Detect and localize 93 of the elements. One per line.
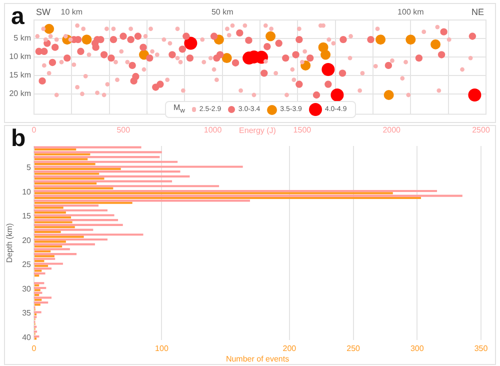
x-tick-label: 300 bbox=[410, 344, 424, 354]
x-tick-label: 10 km bbox=[60, 7, 83, 16]
y-tick-label: 10 km bbox=[9, 52, 32, 62]
point bbox=[322, 63, 335, 76]
point bbox=[296, 36, 303, 44]
x-tick-label: 0 bbox=[32, 344, 37, 354]
point bbox=[222, 53, 232, 64]
point bbox=[108, 54, 115, 62]
point bbox=[146, 54, 154, 62]
x2-tick-label: 1000 bbox=[204, 125, 222, 134]
chart-title: b bbox=[11, 125, 26, 152]
point bbox=[245, 36, 252, 44]
point bbox=[440, 28, 448, 36]
point bbox=[338, 70, 346, 77]
point bbox=[330, 88, 344, 102]
point bbox=[210, 32, 218, 40]
point bbox=[216, 51, 224, 58]
y-axis-title: Depth (km) bbox=[5, 222, 14, 263]
x-axis-title: Number of events bbox=[226, 354, 290, 364]
point bbox=[264, 42, 271, 50]
point bbox=[156, 80, 164, 88]
x-tick-label: 350 bbox=[474, 344, 488, 354]
point bbox=[415, 54, 423, 62]
point bbox=[184, 36, 198, 50]
x2-tick-label: 0 bbox=[32, 125, 37, 134]
point bbox=[168, 51, 176, 58]
point bbox=[406, 34, 416, 45]
point bbox=[100, 51, 108, 58]
point bbox=[430, 39, 441, 50]
point bbox=[64, 54, 71, 62]
x2-axis-title: Energy (J) bbox=[239, 126, 276, 136]
y-tick-label: 5 km bbox=[14, 34, 32, 43]
x2-tick-label: 2000 bbox=[382, 125, 402, 134]
y-tick-label: 30 bbox=[22, 284, 32, 294]
point bbox=[178, 46, 186, 53]
point bbox=[292, 51, 300, 58]
point bbox=[48, 58, 56, 66]
point bbox=[468, 88, 482, 102]
point bbox=[130, 77, 138, 85]
point bbox=[312, 91, 320, 99]
point bbox=[282, 54, 290, 62]
point bbox=[127, 36, 134, 44]
x-tick-label: 100 bbox=[155, 344, 169, 354]
y-tick-label: 10 bbox=[22, 187, 32, 196]
x-tick-label: 200 bbox=[282, 344, 297, 354]
y-tick-label: 35 bbox=[22, 308, 32, 318]
point bbox=[384, 62, 392, 70]
point bbox=[77, 48, 84, 55]
y-tick-label: 5 bbox=[26, 163, 32, 172]
point bbox=[182, 32, 190, 40]
y-tick-label: 20 bbox=[22, 236, 32, 245]
point bbox=[232, 59, 240, 66]
point bbox=[82, 34, 92, 45]
text: SW bbox=[36, 6, 52, 17]
x-tick-label: 250 bbox=[346, 344, 361, 354]
point bbox=[296, 80, 303, 88]
text: NE bbox=[471, 6, 484, 17]
legend-title: M$_{w}$ bbox=[174, 103, 185, 116]
point bbox=[376, 34, 386, 45]
x2-tick-label: 2500 bbox=[472, 125, 490, 134]
point bbox=[324, 80, 332, 88]
point bbox=[186, 54, 194, 62]
point bbox=[140, 44, 147, 51]
point bbox=[120, 32, 127, 40]
point bbox=[275, 40, 282, 47]
y-tick-label: 15 km bbox=[9, 70, 32, 80]
y-tick-label: 25 bbox=[22, 260, 32, 270]
point bbox=[110, 36, 118, 44]
y-tick-label: 20 km bbox=[9, 89, 32, 98]
point bbox=[340, 36, 347, 44]
point bbox=[438, 51, 446, 58]
point bbox=[306, 54, 314, 62]
point bbox=[40, 48, 48, 55]
point bbox=[367, 36, 374, 44]
point bbox=[384, 90, 394, 100]
point bbox=[92, 44, 100, 51]
y-tick-label: 40 bbox=[22, 332, 32, 342]
y-tick-label: 15 bbox=[22, 212, 32, 221]
point bbox=[320, 50, 331, 60]
point bbox=[236, 29, 244, 37]
point bbox=[468, 32, 476, 40]
point bbox=[51, 44, 59, 51]
point bbox=[38, 77, 46, 85]
x2-tick-label: 1500 bbox=[293, 125, 312, 134]
x2-tick-label: 500 bbox=[116, 125, 131, 134]
point bbox=[44, 24, 54, 34]
x-tick-label: 50 km bbox=[211, 7, 234, 16]
point bbox=[266, 31, 276, 42]
chart-title: a bbox=[11, 3, 24, 30]
point bbox=[134, 32, 142, 40]
point bbox=[128, 62, 136, 70]
x-tick-label: 100 km bbox=[398, 7, 424, 16]
point bbox=[260, 70, 268, 77]
